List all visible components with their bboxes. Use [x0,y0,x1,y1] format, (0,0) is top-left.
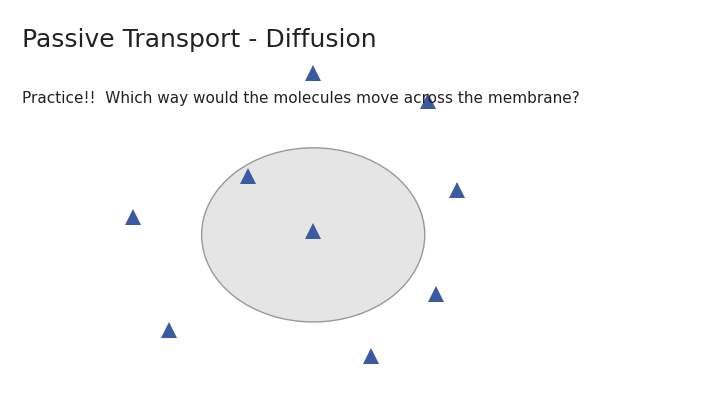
Ellipse shape [202,148,425,322]
Text: Passive Transport - Diffusion: Passive Transport - Diffusion [22,28,377,52]
Text: Practice!!  Which way would the molecules move across the membrane?: Practice!! Which way would the molecules… [22,91,580,106]
